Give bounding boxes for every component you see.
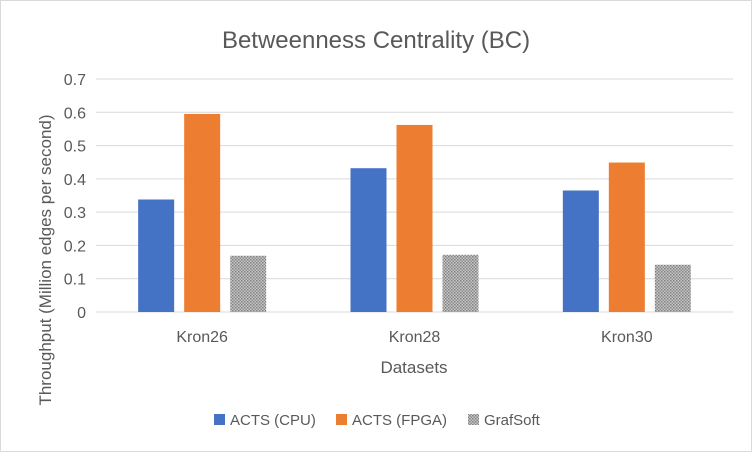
y-tick-label: 0.1 [64,272,86,289]
x-axis-label: Datasets [380,358,447,377]
bar-acts-cpu [562,190,599,312]
legend-swatch [468,414,479,425]
legend-label: GrafSoft [484,412,541,429]
legend-swatch [214,414,225,425]
legend-label: ACTS (FPGA) [352,412,447,429]
bar-grafsoft [230,255,267,312]
bars [138,113,691,312]
y-axis-label: Throughput (Million edges per second) [36,114,55,405]
bar-grafsoft [442,254,479,312]
legend-label: ACTS (CPU) [230,412,316,429]
y-tick-label: 0.4 [64,172,86,189]
y-tick-label: 0 [77,305,86,322]
x-tick-label: Kron30 [601,329,653,346]
y-tick-label: 0.2 [64,238,86,255]
bar-acts-fpga [396,124,433,312]
y-tick-label: 0.6 [64,105,86,122]
y-axis-ticks: 0 0.1 0.2 0.3 0.4 0.5 0.6 0.7 [64,72,86,322]
y-tick-label: 0.7 [64,72,86,89]
legend: ACTS (CPU) ACTS (FPGA) GrafSoft [214,412,541,429]
bar-acts-fpga [184,113,221,312]
bar-acts-cpu [138,199,175,312]
bar-acts-fpga [608,162,645,312]
x-axis-ticks: Kron26 Kron28 Kron30 [176,329,652,346]
x-tick-label: Kron28 [389,329,441,346]
bar-acts-cpu [350,168,387,312]
x-tick-label: Kron26 [176,329,228,346]
y-tick-label: 0.3 [64,205,86,222]
legend-swatch [336,414,347,425]
y-tick-label: 0.5 [64,139,86,156]
bar-grafsoft [654,264,691,312]
chart-title: Betweenness Centrality (BC) [222,27,530,54]
